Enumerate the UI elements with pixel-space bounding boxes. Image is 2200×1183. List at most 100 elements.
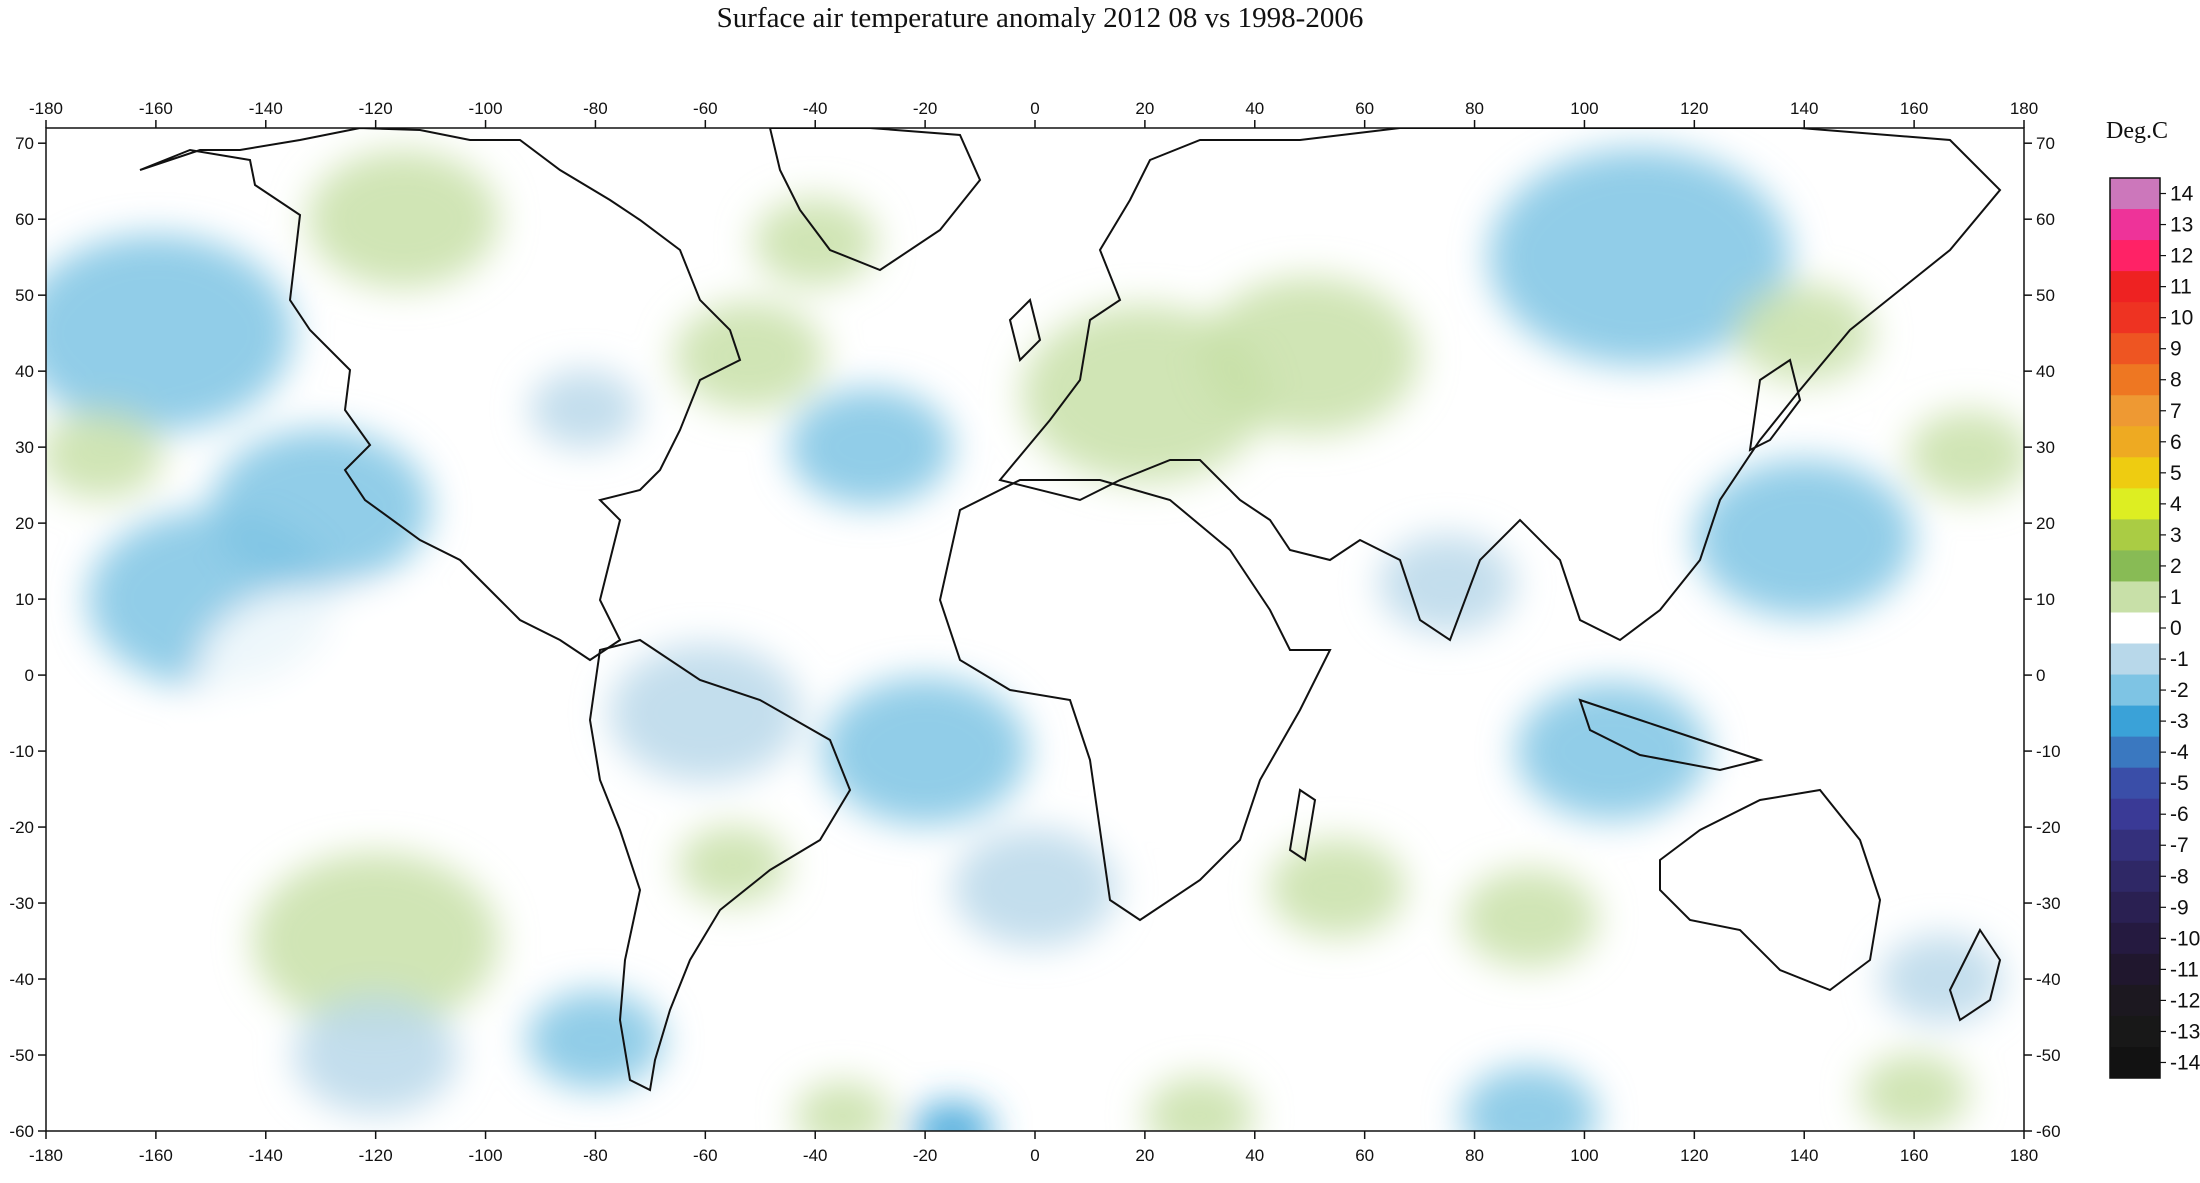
lat-label-left: 20 [15,514,34,533]
anomaly-blob [753,197,878,287]
colorbar-swatch [2110,209,2160,241]
africa-outline [938,479,1332,922]
lat-label-right: 30 [2036,438,2055,457]
lon-label-top: 160 [1900,99,1928,118]
colorbar-label: -7 [2170,834,2189,857]
lat-label-left: -50 [9,1046,34,1065]
colorbar-swatch [2110,1015,2160,1048]
colorbar-label: 9 [2170,338,2182,361]
lat-label-right: -10 [2036,742,2061,761]
colorbar-label: 11 [2170,276,2192,299]
colorbar-swatch [2110,705,2160,738]
lon-label-bottom: -80 [583,1146,608,1165]
colorbar-swatch [2110,953,2160,986]
anomaly-blob [1021,304,1269,483]
lon-label-bottom: 60 [1355,1146,1374,1165]
lat-label-left: 40 [15,362,34,381]
lon-label-top: 80 [1465,99,1484,118]
anomaly-blob [673,301,825,411]
colorbar-label: 2 [2170,555,2182,578]
lon-label-bottom: -20 [913,1146,938,1165]
anomaly-blob [794,1081,891,1131]
colorbar-frame [2109,177,2161,1079]
anomaly-blob [822,676,1029,826]
lon-label-bottom: -160 [139,1146,173,1165]
colorbar-swatch [2110,395,2160,427]
lon-label-bottom: -120 [359,1146,393,1165]
lat-label-right: -40 [2036,970,2061,989]
japan-outline [1748,358,1802,452]
lat-label-left: -60 [9,1122,34,1141]
lon-label-top: 20 [1135,99,1154,118]
lat-label-left: -10 [9,742,34,761]
colorbar-title: Deg.C [2106,118,2168,144]
lon-label-top: 40 [1245,99,1264,118]
anomaly-blob [1735,283,1873,383]
colorbar-label: 1 [2170,586,2182,609]
lat-label-left: 10 [15,590,34,609]
eurasia-outline [998,128,2002,642]
colorbar-label: 8 [2170,369,2182,392]
anomaly-blob [1268,838,1406,938]
colorbar-label: -9 [2170,896,2189,919]
anomaly-blob [1879,934,2004,1024]
lat-label-right: 0 [2036,666,2045,685]
lon-label-top: 120 [1680,99,1708,118]
colorbar: 14131211109876543210-1-2-3-4-5-6-7-8-9-1… [2109,177,2200,1079]
colorbar-swatch [2110,302,2160,334]
lat-label-left: -40 [9,970,34,989]
north-america-outline [139,128,742,662]
lat-label-left: 30 [15,438,34,457]
lon-label-bottom: 40 [1245,1146,1264,1165]
lon-label-top: 0 [1030,99,1039,118]
colorbar-label: -10 [2170,927,2200,950]
lat-label-right: -50 [2036,1046,2061,1065]
lon-label-bottom: 100 [1570,1146,1598,1165]
lon-label-bottom: -100 [469,1146,503,1165]
colorbar-swatch [2110,488,2160,520]
south-america-outline [588,638,852,1092]
colorbar-swatch [2110,333,2160,365]
colorbar-swatch [2110,612,2160,645]
colorbar-swatch [2110,1046,2160,1079]
coastlines [139,128,2002,1092]
colorbar-swatch [2110,519,2160,551]
lat-label-left: 0 [25,666,34,685]
colorbar-swatch [2110,364,2160,396]
lon-label-top: 140 [1790,99,1818,118]
lat-label-right: -30 [2036,894,2061,913]
lat-label-right: 50 [2036,286,2055,305]
colorbar-label: 4 [2170,493,2182,516]
lat-label-right: 40 [2036,362,2055,381]
lat-label-left: 60 [15,210,34,229]
lat-label-left: 70 [15,134,34,153]
colorbar-swatch [2110,922,2160,955]
colorbar-swatch [2110,798,2160,831]
colorbar-label: 7 [2170,400,2182,423]
colorbar-label: 14 [2170,183,2194,206]
colorbar-swatch [2110,643,2160,676]
colorbar-label: 10 [2170,307,2193,330]
anomaly-blob [46,410,163,500]
anomaly-blob [1460,868,1599,968]
anomaly-blob [252,852,500,1031]
anomaly-map[interactable] [19,127,2031,1165]
colorbar-label: -5 [2170,772,2189,795]
lon-label-top: -20 [913,99,938,118]
anomaly-blob [952,828,1118,948]
anomaly-blob [529,369,640,449]
anomaly-blob [1515,681,1709,821]
colorbar-label: 12 [2170,245,2193,268]
colorbar-label: -12 [2170,989,2200,1012]
colorbar-swatch [2110,581,2160,613]
anomaly-blob [46,234,294,433]
colorbar-label: -4 [2170,741,2189,764]
anomaly-blob [293,995,459,1115]
colorbar-swatch [2110,240,2160,272]
lon-label-top: -180 [29,99,63,118]
madagascar-outline [1288,788,1317,862]
colorbar-label: -11 [2170,958,2199,981]
lat-label-right: 20 [2036,514,2055,533]
colorbar-label: -1 [2170,648,2189,671]
colorbar-label: 0 [2170,617,2182,640]
